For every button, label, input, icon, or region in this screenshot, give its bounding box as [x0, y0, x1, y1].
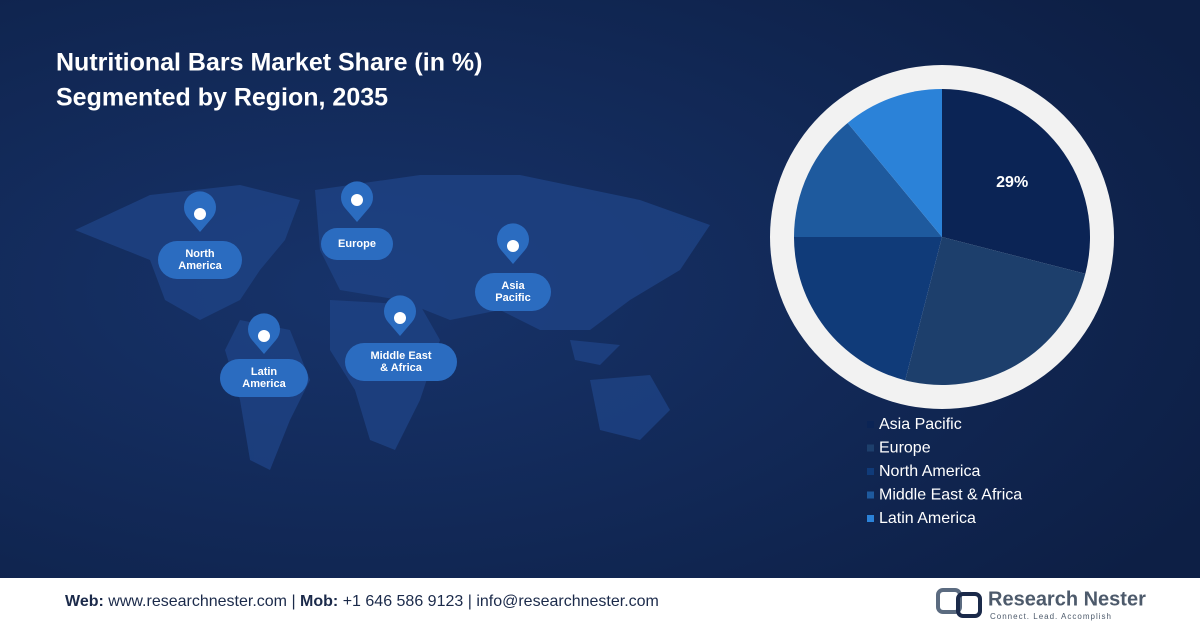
footer-contact: Web: www.researchnester.com | Mob: +1 64… [65, 593, 659, 610]
title-line: Nutritional Bars Market Share (in %) [56, 49, 482, 77]
map-label: Europe [338, 238, 376, 250]
legend-label: Latin America [879, 510, 976, 527]
legend-label: Europe [879, 440, 931, 457]
map-label: Pacific [495, 292, 530, 304]
pie: 29% [794, 89, 1090, 386]
map-label: Asia [501, 280, 525, 292]
pie-slice [794, 237, 942, 381]
legend-swatch [867, 491, 874, 499]
web-label: Web: [65, 593, 104, 610]
tagline: Connect. Lead. Accomplish [990, 612, 1112, 621]
web: www.researchnester.com [107, 593, 287, 610]
legend-label: North America [879, 463, 980, 480]
pie-slice [905, 237, 1086, 386]
legend-swatch [867, 515, 874, 522]
pie-slice [847, 89, 942, 237]
footer [0, 578, 1200, 628]
map-label: America [242, 378, 286, 390]
title-line: Segmented by Region, 2035 [56, 84, 388, 112]
map-label: & Africa [380, 362, 423, 374]
mob-label: Mob: [300, 593, 338, 610]
logo: Research Nester Connect. Lead. Accomplis… [936, 588, 1146, 621]
map-label: Middle East [370, 350, 431, 362]
brand: Research Nester [988, 588, 1146, 610]
email: info@researchnester.com [476, 593, 659, 610]
pie-slice [794, 122, 942, 237]
legend-label: Asia Pacific [879, 416, 962, 433]
map-label: North [185, 248, 215, 260]
pie-slice [942, 89, 1090, 274]
legend-swatch [867, 421, 874, 428]
legend-swatch [867, 444, 874, 452]
map-pins [158, 181, 551, 397]
mob: +1 646 586 9123 [343, 593, 464, 610]
legend-swatch [867, 468, 874, 475]
map-label: Latin [251, 366, 278, 378]
map-label: America [178, 260, 222, 272]
value-label: 29% [996, 174, 1028, 191]
legend-label: Middle East & Africa [879, 487, 1022, 504]
legend: Asia Pacific Europe North America Middle Ea… [867, 416, 1022, 527]
